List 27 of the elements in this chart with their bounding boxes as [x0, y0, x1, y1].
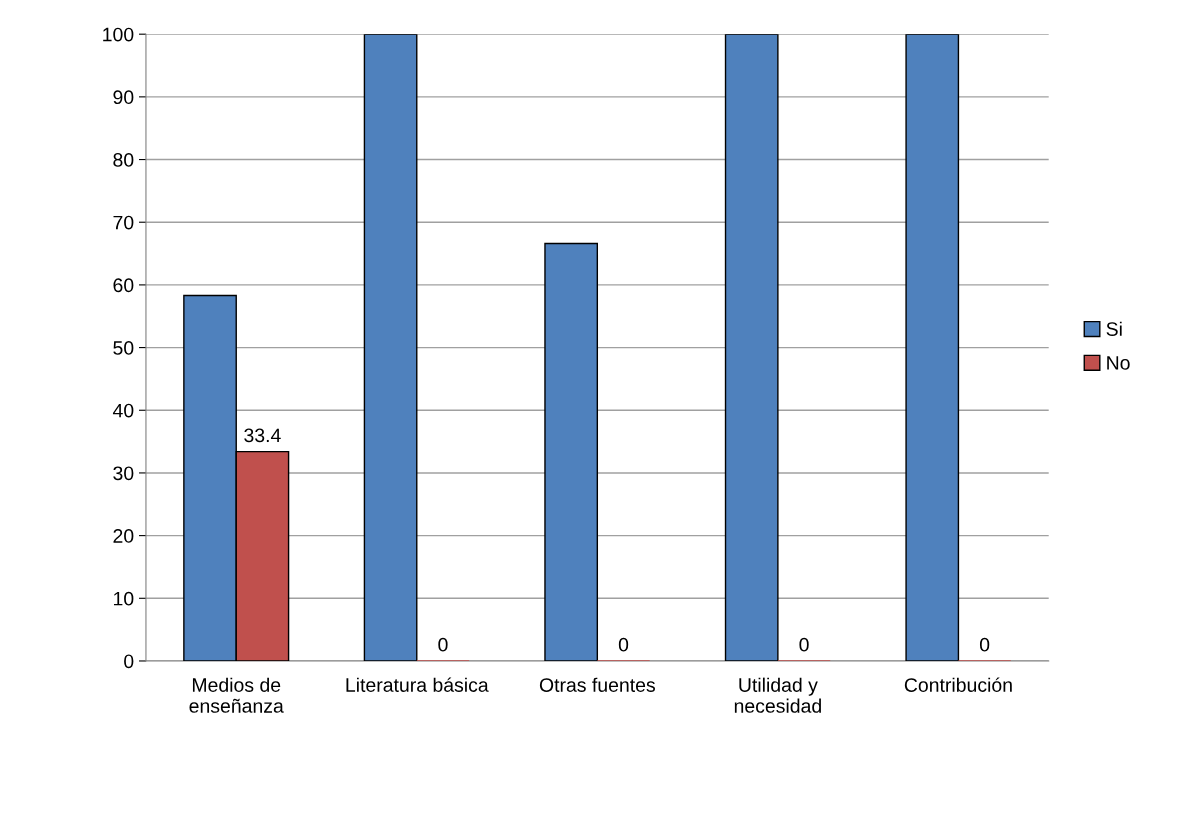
y-tick-label: 50 — [113, 341, 134, 355]
y-tick-label: 90 — [113, 90, 134, 105]
y-tick-label: 100 — [103, 27, 134, 42]
y-tick-label: 40 — [112, 403, 134, 418]
bar — [724, 34, 779, 661]
y-tick-label: 70 — [113, 215, 134, 230]
y-tick-label: 20 — [113, 529, 134, 543]
data-label: 0 — [979, 637, 990, 652]
legend-label: No — [1107, 356, 1130, 370]
y-tick-label: 30 — [113, 466, 134, 481]
data-label: 33.4 — [244, 428, 281, 443]
x-tick-label: Literatura básica — [346, 677, 489, 692]
x-tick-label: Medios de enseñanza — [189, 677, 284, 713]
y-tick-label: 0 — [124, 654, 134, 669]
data-label: 0 — [799, 637, 809, 652]
bar — [363, 34, 418, 661]
bar — [905, 34, 960, 661]
bar — [544, 242, 599, 661]
legend-label: Si — [1106, 321, 1122, 336]
y-tick-label: 60 — [113, 278, 134, 293]
x-tick-label: Utilidad y necesidad — [734, 677, 821, 713]
y-tick-label: 10 — [114, 591, 134, 606]
y-tick-label: 80 — [113, 153, 134, 167]
data-label: 0 — [618, 637, 629, 652]
x-tick-label: Contribución — [904, 677, 1012, 692]
data-label: 0 — [438, 637, 448, 652]
x-tick-label: Otras fuentes — [539, 677, 655, 692]
